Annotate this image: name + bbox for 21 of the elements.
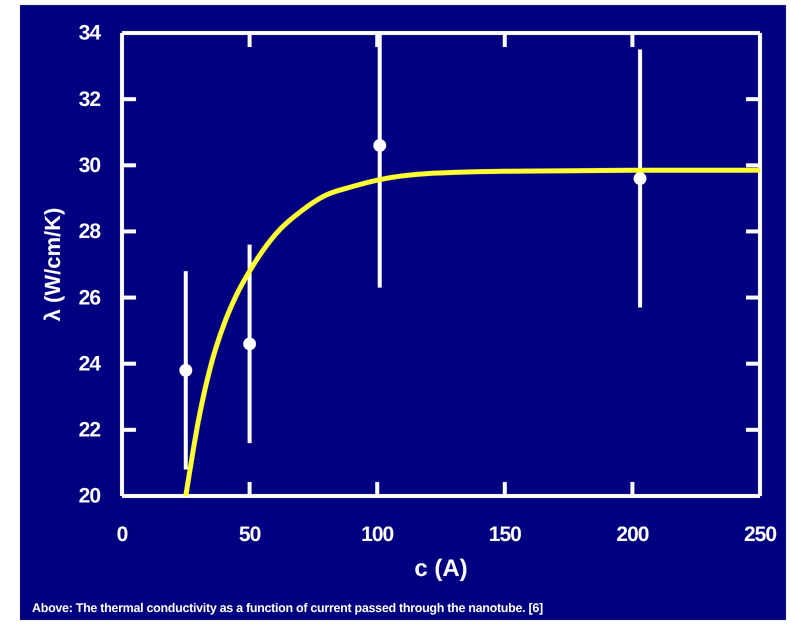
y-tick-label: 26	[78, 286, 100, 310]
x-tick-label: 0	[116, 522, 128, 546]
y-tick-label: 30	[78, 154, 100, 178]
x-tick-label: 200	[616, 522, 649, 546]
y-tick-label: 20	[78, 484, 100, 508]
y-axis-title: λ (W/cm/K)	[40, 208, 65, 322]
point	[179, 364, 192, 377]
x-tick-label: 250	[744, 522, 776, 546]
point	[243, 337, 256, 350]
x-axis-title: c (A)	[414, 555, 468, 582]
y-tick-label: 28	[78, 220, 102, 244]
point	[373, 139, 386, 152]
point	[634, 172, 646, 185]
y-tick-label: 24	[78, 352, 102, 376]
x-tick-label: 150	[488, 522, 522, 546]
y-tick-label: 34	[78, 22, 102, 45]
y-tick-label: 32	[78, 88, 100, 111]
y-tick-label: 22	[78, 418, 100, 442]
x-tick-label: 100	[361, 522, 394, 546]
text: Above: The thermal conductivity as a function of current passed through the nanotube. [6]	[32, 601, 543, 615]
x-tick-label: 50	[238, 522, 261, 546]
